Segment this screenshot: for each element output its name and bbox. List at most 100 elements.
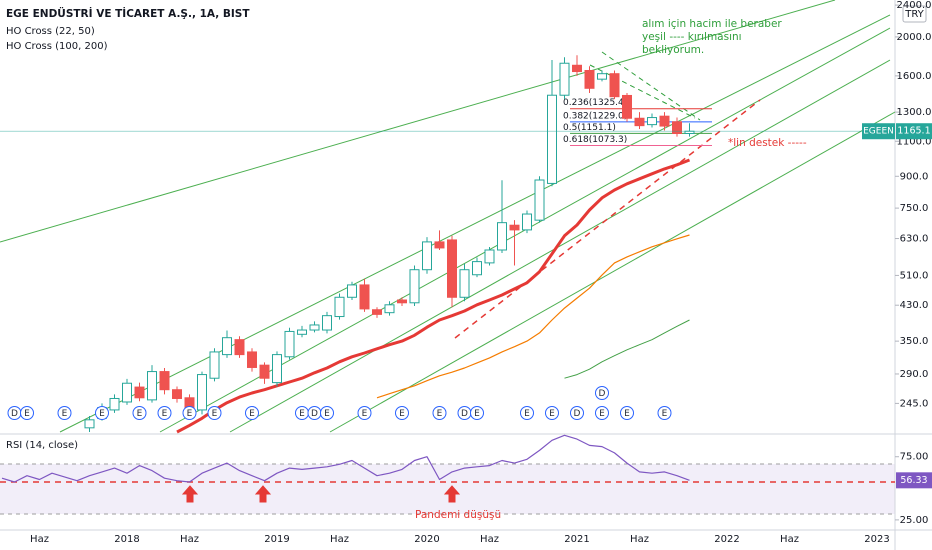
fib-label: 0.618(1073.3) [563,135,627,145]
channel-line [0,0,836,243]
candle-body [672,121,682,135]
fib-label: 0.5(1151.1) [563,123,616,133]
price-tag-bg [896,123,932,140]
x-tick-label: 2022 [714,534,739,545]
candle-body [459,269,470,298]
channel-line [229,59,891,433]
rsi-band [0,464,895,514]
annotation: Pandemi düşüşü [415,509,501,521]
currency-box[interactable] [902,5,927,23]
x-tick-label: Haz [330,534,349,545]
event-marker [207,406,222,420]
candle-body [534,179,545,221]
event-marker [657,406,672,420]
candle-body [447,239,457,298]
channel-line [329,111,896,433]
y-tick-label: 1600.0 [897,71,932,82]
candle-body [272,354,282,384]
event-marker [157,406,172,420]
triangle-edge [589,64,696,119]
x-tick-label: Haz [780,534,799,545]
event-label: E [437,409,443,419]
candle-body [122,382,132,403]
symbol-tag: EGEEN [863,127,894,137]
channel-line [59,14,891,433]
candle-body [609,73,620,98]
candle-body [597,73,607,80]
candle-body [134,386,145,399]
event-label: E [137,409,143,419]
candle-body [247,351,257,368]
candle-body [372,309,382,315]
event-marker [432,406,447,420]
candle-body [109,397,120,411]
event-label: E [99,409,105,419]
x-tick-label: 2023 [864,534,889,545]
candle-body [259,364,270,379]
candle-body [322,315,332,331]
candle-body [297,329,307,335]
candle-body [384,304,395,314]
y-tick-label: 900.0 [900,171,929,182]
x-tick-label: Haz [30,534,49,545]
moving-average [176,158,691,434]
candle-body [497,222,507,251]
x-tick-label: 2020 [414,534,439,545]
event-label: E [599,409,605,419]
event-label: E [624,409,630,419]
x-tick-label: Haz [630,534,649,545]
event-label: E [187,409,193,419]
event-marker [320,406,334,420]
moving-average [376,234,690,399]
event-marker [570,406,584,420]
rsi-tick-label: 75.00 [900,452,929,463]
event-label: E [162,409,168,419]
candle-body [172,389,182,399]
candle-body [472,261,482,276]
x-tick-label: Haz [180,534,199,545]
event-label: E [24,409,30,419]
moving-average [564,319,690,379]
candle-body [509,224,520,231]
candle-body [622,94,632,119]
event-label: E [474,409,480,419]
event-marker [545,406,559,420]
event-marker [182,406,197,420]
x-tick-label: 2021 [564,534,589,545]
candle-body [222,337,232,356]
fib-label: 0.236(1325.4) [563,98,627,108]
candle-body [159,371,170,391]
annotation: bekliyorum. [642,44,704,56]
candle-body [572,64,582,73]
y-tick-label: 290.0 [900,369,929,380]
event-marker [595,406,609,420]
arrow [181,485,199,503]
candle-body [659,115,670,127]
candle-body [209,351,220,379]
candle-body [84,419,95,429]
event-label: E [62,409,68,419]
x-tick-label: Haz [480,534,499,545]
candle-body [234,339,245,356]
currency[interactable]: TRY [904,9,924,20]
event-label: E [212,409,218,419]
candle-body [409,269,420,304]
rsi-arrows [181,485,461,503]
event-label: E [324,409,330,419]
rsi-line [1,434,690,483]
candle-body [334,296,345,318]
candle-body [484,249,495,264]
candle-body [422,241,432,271]
event-label: D [599,389,606,399]
x-tick-label: 2018 [114,534,139,545]
arrow [254,485,272,503]
trend-line [454,99,761,339]
event-marker [470,406,484,420]
event-marker [95,406,109,420]
rsi-tick-label: 25.00 [900,515,929,526]
fib-label: 0.382(1229.0) [563,111,627,121]
indicator-name: HO Cross (22, 50) [6,26,95,37]
candle-body [197,374,207,411]
candle-body [684,130,695,135]
